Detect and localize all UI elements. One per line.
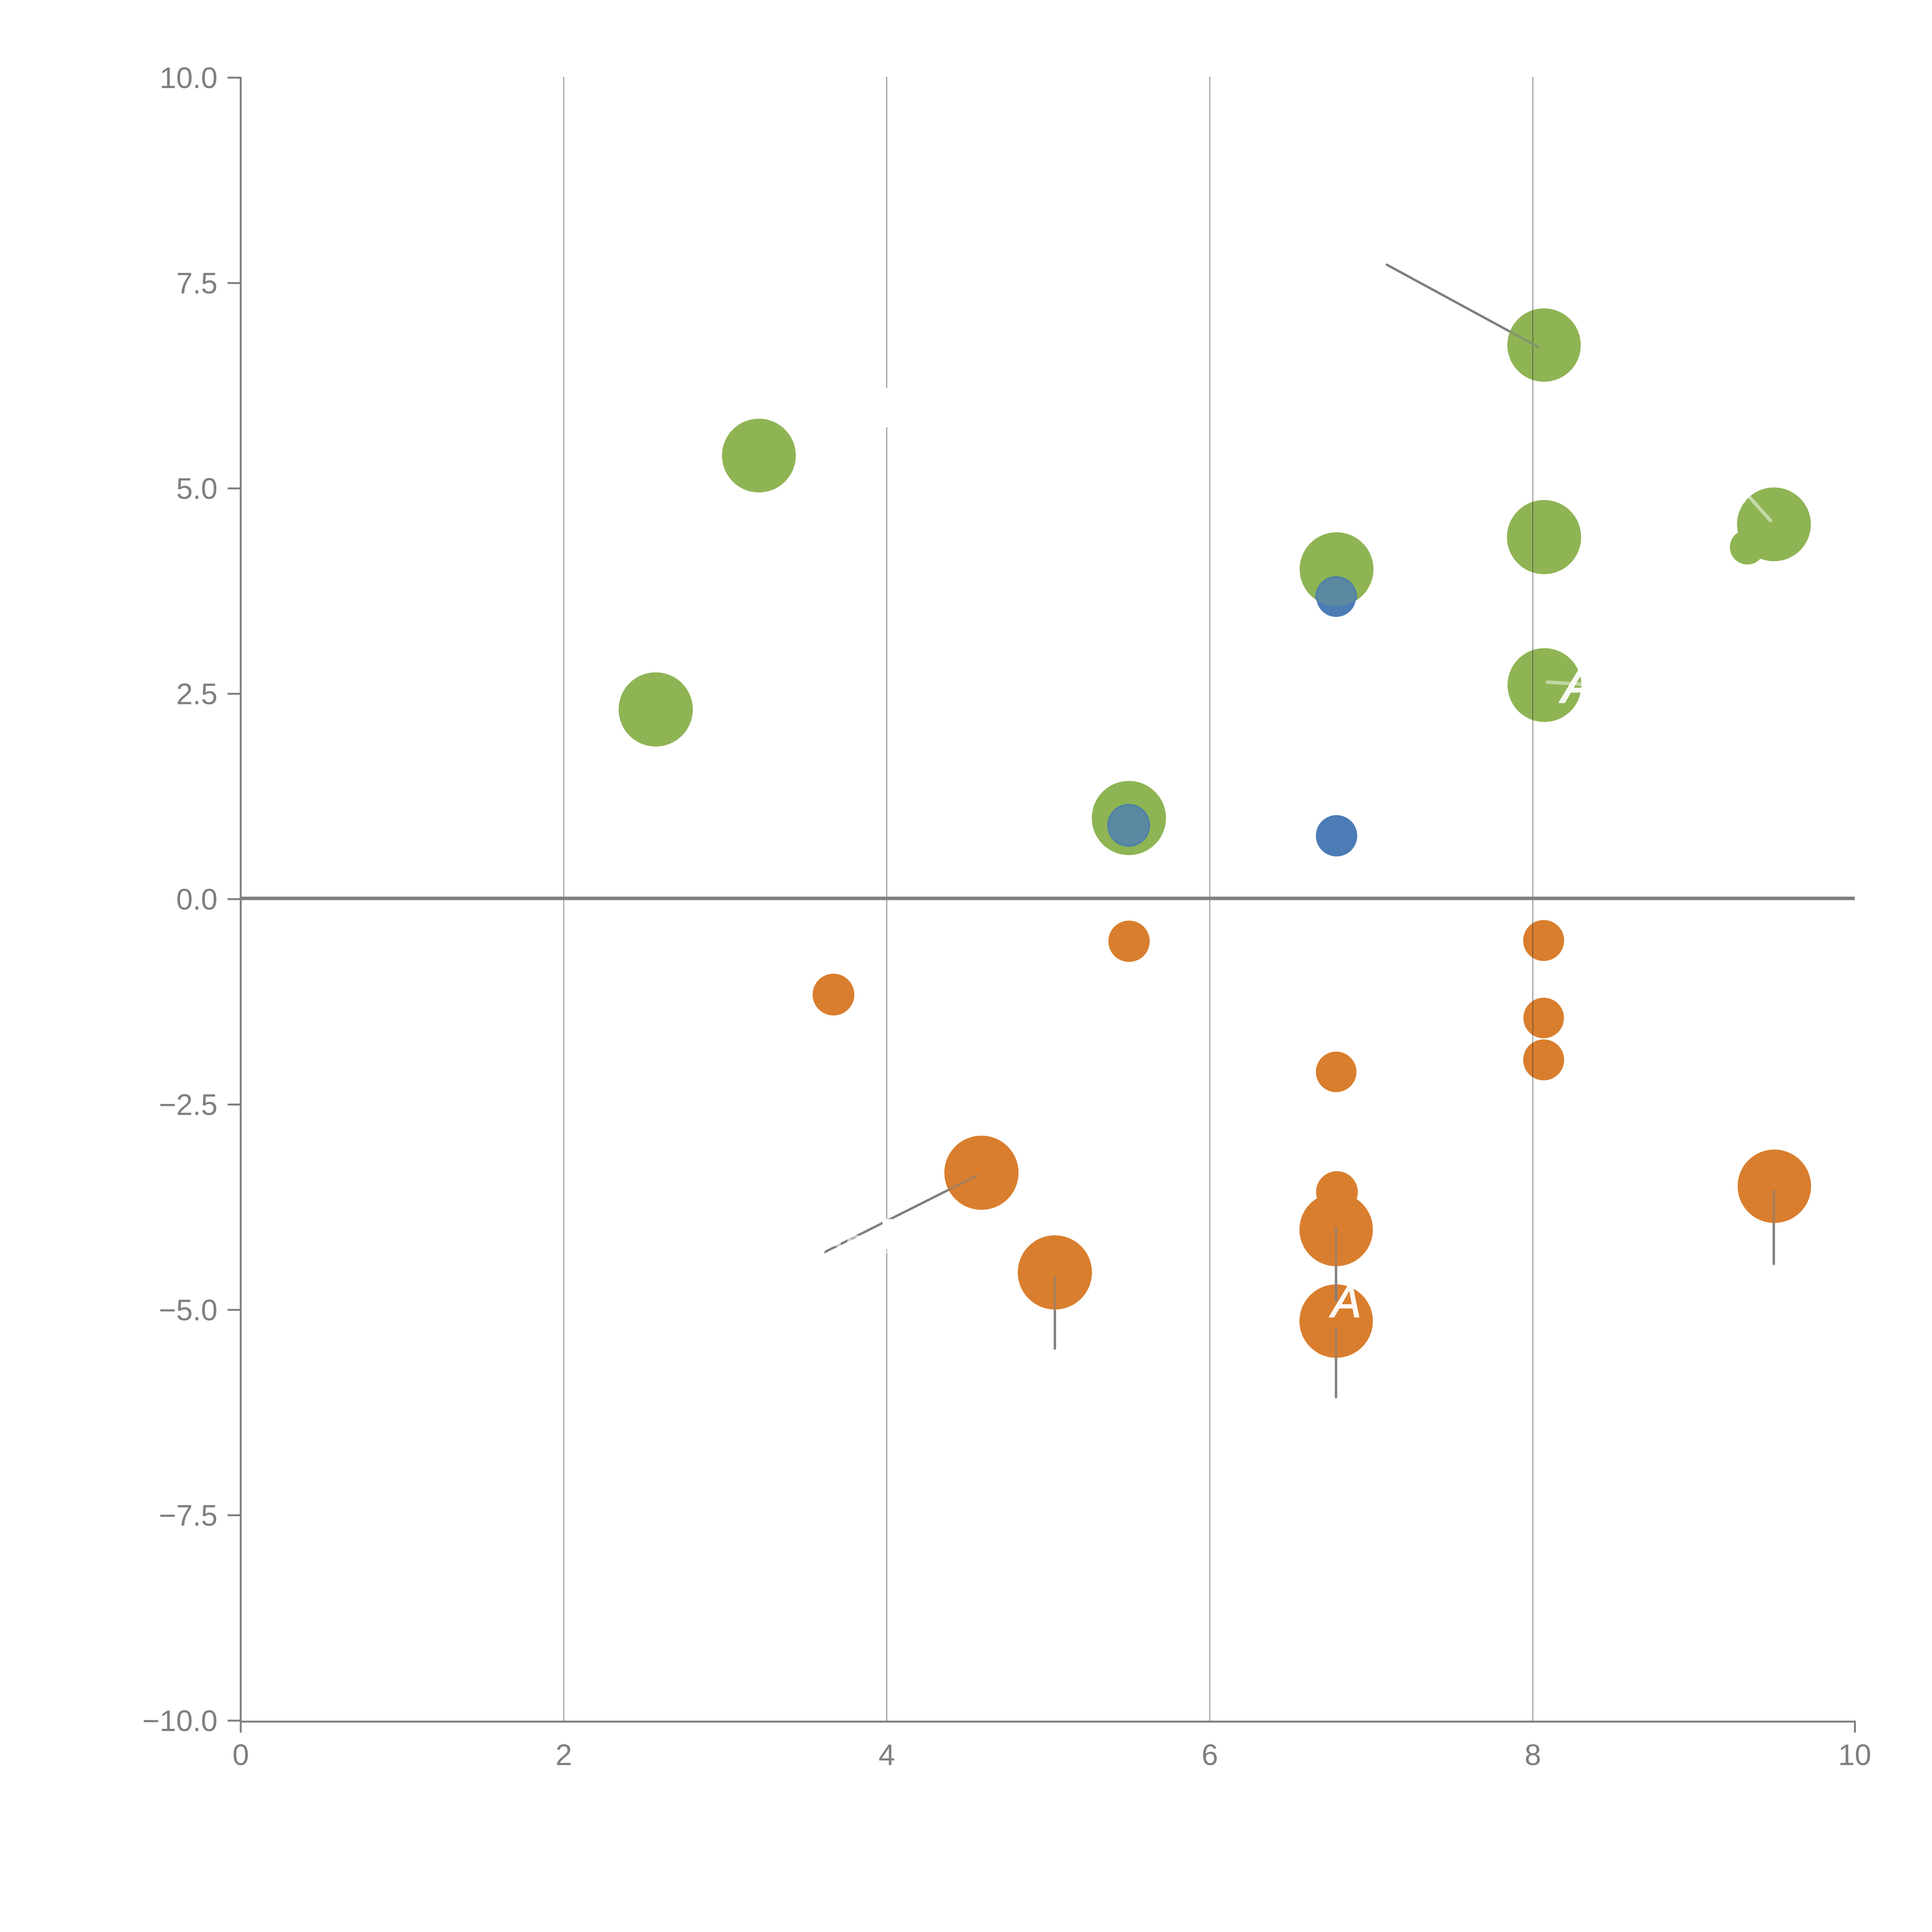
svg-text:2: 2 — [556, 1738, 572, 1772]
svg-text:10: 10 — [1838, 1738, 1871, 1772]
svg-text:A: A — [1329, 1277, 1361, 1327]
svg-text:Annotation: Annotation — [820, 1223, 981, 1260]
svg-text:2.5: 2.5 — [176, 678, 218, 711]
svg-text:7.5: 7.5 — [176, 267, 218, 300]
svg-text:0: 0 — [233, 1738, 249, 1772]
svg-text:−10.0: −10.0 — [142, 1704, 218, 1738]
svg-text:8: 8 — [1525, 1738, 1541, 1772]
svg-text:A: A — [1559, 656, 1596, 714]
svg-text:0.0: 0.0 — [176, 883, 218, 916]
svg-text:10.0: 10.0 — [160, 61, 218, 95]
svg-text:−2.5: −2.5 — [159, 1088, 218, 1122]
svg-text:5.0: 5.0 — [176, 472, 218, 505]
svg-text:6: 6 — [1202, 1738, 1218, 1772]
svg-text:4: 4 — [879, 1738, 895, 1772]
svg-text:−5.0: −5.0 — [159, 1294, 218, 1327]
svg-text:−7.5: −7.5 — [159, 1499, 218, 1532]
svg-text:A: A — [1722, 471, 1747, 510]
